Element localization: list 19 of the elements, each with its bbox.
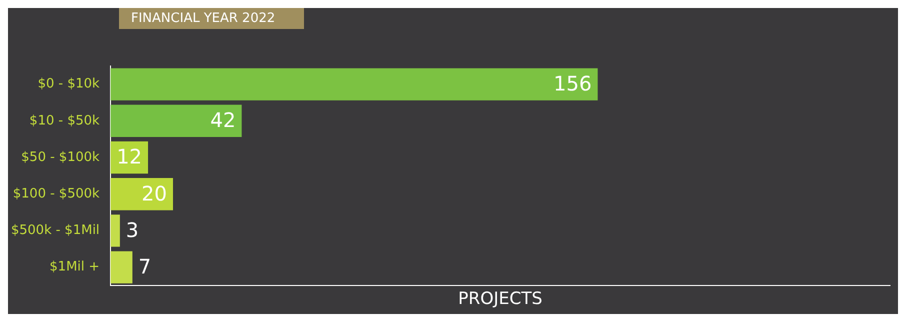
bar — [110, 251, 132, 284]
chart-title: FINANCIAL YEAR 2022 — [119, 8, 304, 29]
x-axis-title: PROJECTS — [458, 289, 542, 310]
y-tick-label: $0 - $10k — [38, 76, 100, 92]
y-tick-label: $100 - $500k — [12, 186, 100, 202]
bar — [110, 214, 120, 247]
data-label: 42 — [210, 108, 236, 132]
data-label: 156 — [554, 72, 592, 96]
data-label: 3 — [126, 218, 139, 242]
bar — [110, 178, 174, 210]
data-label: 7 — [138, 254, 152, 279]
data-label: 20 — [142, 181, 168, 206]
bar — [110, 68, 598, 100]
y-tick-label: $1Mil + — [50, 260, 100, 275]
y-tick-label: $500k - $1Mil — [10, 223, 100, 238]
data-label: 12 — [116, 144, 142, 169]
y-tick-label: $10 - $50k — [29, 113, 100, 128]
y-tick-label: $50 - $100k — [21, 150, 100, 165]
bar — [110, 104, 242, 138]
